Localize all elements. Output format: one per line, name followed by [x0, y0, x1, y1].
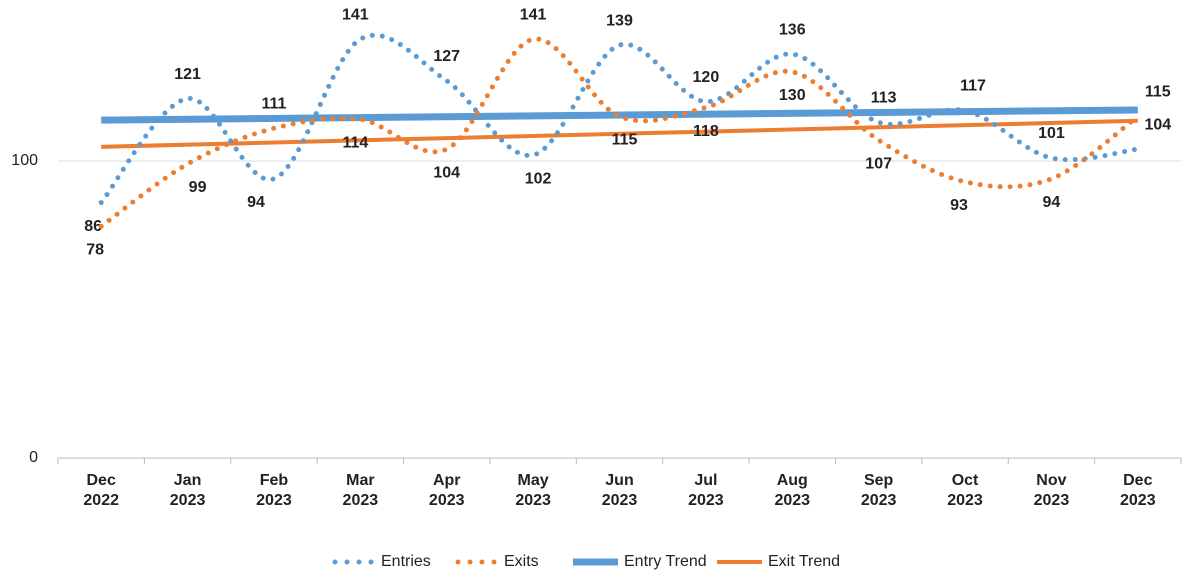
legend-label: Entry Trend: [624, 553, 707, 570]
data-label: 111: [261, 96, 286, 113]
legend-label: Exits: [504, 553, 539, 570]
y-tick-label: 100: [11, 152, 38, 169]
x-tick-label: Apr 2023: [428, 472, 465, 509]
data-label: 121: [174, 66, 201, 83]
data-label: 130: [779, 87, 806, 104]
x-tick-label: Mar 2023: [342, 472, 379, 509]
data-label: 102: [525, 170, 552, 187]
data-label: 101: [1038, 125, 1065, 142]
data-label: 141: [520, 6, 547, 23]
legend-label: Exit Trend: [768, 553, 840, 570]
x-tick-label: Jun 2023: [601, 472, 638, 509]
trend-line: [101, 118, 1138, 149]
x-tick-label: Aug 2023: [774, 472, 811, 509]
legend-label: Entries: [381, 553, 431, 570]
data-label: 113: [871, 90, 897, 107]
data-label: 115: [1145, 84, 1171, 101]
series-line: [98, 32, 1141, 206]
data-label: 139: [606, 12, 633, 29]
data-label: 114: [342, 135, 368, 152]
data-label: 104: [1144, 116, 1171, 133]
data-label: 136: [779, 21, 806, 38]
data-label: 120: [693, 69, 720, 86]
data-label: 94: [1043, 194, 1061, 211]
x-tick-label: Feb 2023: [256, 472, 292, 509]
x-tick-label: Jan 2023: [169, 472, 206, 509]
x-tick-label: Sep 2023: [860, 472, 897, 509]
x-tick-label: Nov 2023: [1033, 472, 1070, 509]
data-label: 86: [84, 218, 102, 235]
data-label: 104: [433, 164, 460, 181]
x-tick-label: Dec 2022: [83, 472, 119, 509]
data-label: 118: [693, 123, 719, 140]
data-label: 127: [433, 48, 460, 65]
series-line: [98, 36, 1141, 229]
x-tick-label: May 2023: [515, 472, 551, 509]
trend-line: [101, 106, 1138, 124]
data-label: 78: [86, 242, 104, 259]
data-label: 115: [612, 132, 638, 149]
x-tick-label: Jul 2023: [688, 472, 724, 509]
data-label: 99: [189, 179, 207, 196]
x-tick-label: Dec 2023: [1120, 472, 1156, 509]
y-tick-label: 0: [29, 449, 38, 466]
x-tick-label: Oct 2023: [947, 472, 983, 509]
data-label: 93: [950, 197, 968, 214]
data-label: 141: [342, 6, 369, 23]
data-label: 94: [247, 194, 265, 211]
data-label: 107: [865, 155, 892, 172]
data-label: 117: [960, 78, 986, 95]
